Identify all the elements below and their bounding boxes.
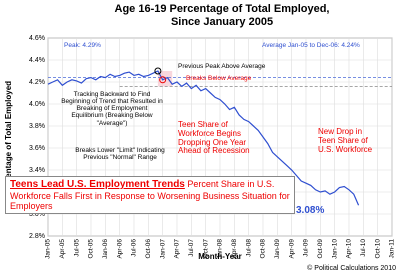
callout-box: Teens Lead U.S. Employment Trends Percen… [5, 176, 295, 215]
x-tick-label: Oct-05 [88, 239, 95, 259]
callout-heading: Teens Lead U.S. Employment Trends [10, 179, 185, 190]
x-tick-label: Jan-08 [217, 239, 224, 259]
y-tick-label: 3.0% [29, 211, 45, 218]
x-tick-label: Oct-09 [317, 239, 324, 259]
x-tick-label: Jan-09 [274, 239, 281, 259]
annotation: Previous Peak Above Average [178, 63, 266, 70]
x-tick-label: Jul-05 [73, 239, 80, 257]
x-tick-label: Jan-11 [389, 239, 396, 259]
y-tick-label: 4.2% [29, 79, 45, 86]
annotation: Teen Share of Workforce Begins Dropping … [178, 120, 250, 156]
x-tick-label: Oct-08 [260, 239, 267, 259]
y-tick-label: 4.0% [29, 101, 45, 108]
chart-title: Age 16-19 Percentage of Total Employed, [115, 3, 330, 15]
x-tick-label: Jul-10 [360, 239, 367, 257]
y-tick-label: 3.8% [29, 123, 45, 130]
annotation: Peak: 4.29% [64, 42, 101, 49]
chart-title: Since January 2005 [171, 16, 273, 28]
annotation: Breaks Lower "Limit" Indicating Previous… [75, 147, 165, 162]
callout-text: Percent Share in U.S. Workforce Falls Fi… [10, 179, 290, 211]
x-tick-label: Oct-06 [145, 239, 152, 259]
annotation: 3.08% [296, 205, 325, 216]
x-tick-label: Jan-06 [102, 239, 109, 259]
x-tick-label: Oct-07 [202, 239, 209, 259]
x-axis-title: Month-Year [198, 252, 242, 261]
peak-marker [154, 67, 162, 75]
x-tick-label: Apr-07 [174, 239, 181, 259]
y-axis-title: Percentage of Total Employed [4, 81, 13, 195]
data-line [47, 70, 360, 206]
x-tick-label: Jul-06 [131, 239, 138, 257]
x-tick-label: Jan-05 [45, 239, 52, 259]
x-tick-label: Apr-10 [346, 239, 353, 259]
x-tick-label: Apr-06 [116, 239, 123, 259]
x-tick-label: Apr-05 [59, 239, 66, 259]
x-tick-label: Jan-07 [159, 239, 166, 259]
x-tick-label: Jul-09 [303, 239, 310, 257]
x-tick-label: Oct-10 [374, 239, 381, 259]
y-tick-label: 4.4% [29, 57, 45, 64]
break-marker [159, 76, 167, 84]
x-tick-label: Apr-09 [288, 239, 295, 259]
x-tick-label: Jan-10 [331, 239, 338, 259]
y-tick-label: 3.4% [29, 167, 45, 174]
y-tick-label: 2.8% [29, 233, 45, 240]
credit: © Political Calculations 2010 [307, 264, 396, 272]
annotation: Average Jan-05 to Dec-06: 4.24% [262, 42, 360, 49]
annotation: Breaks Below Average [186, 75, 252, 82]
annotation: New Drop in Teen Share of U.S. Workforce [318, 127, 373, 154]
annotation: Tracking Backward to Find Beginning of T… [61, 91, 163, 127]
x-tick-label: Jul-07 [188, 239, 195, 257]
x-tick-label: Jul-08 [245, 239, 252, 257]
y-tick-label: 3.6% [29, 145, 45, 152]
y-tick-label: 4.6% [29, 35, 45, 42]
x-tick-label: Apr-08 [231, 239, 238, 259]
